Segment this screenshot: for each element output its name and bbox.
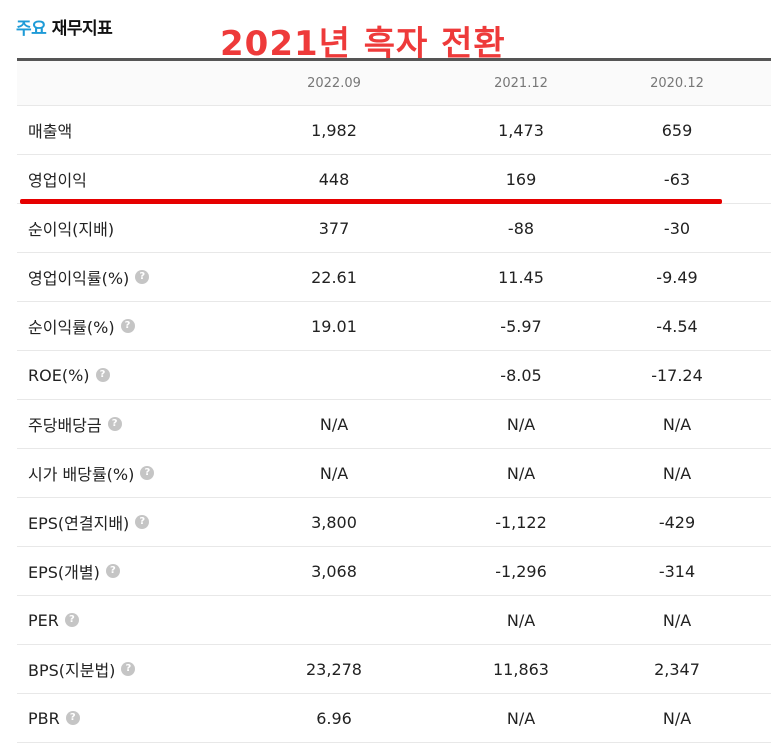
row-label: PER? [28, 611, 79, 630]
table-cell: 11,863 [493, 659, 549, 679]
table-row: EPS(연결지배)? 3,800 -1,122 -429 [17, 498, 771, 547]
table-cell: 659 [661, 120, 693, 140]
column-header: 2022.09 [307, 75, 361, 91]
row-label-text: 영업이익률(%) [28, 269, 130, 288]
row-label-text: EPS(개별) [28, 563, 100, 582]
table-cell: 377 [318, 218, 350, 238]
table-cell: -8.05 [500, 365, 542, 385]
table-cell: N/A [662, 414, 692, 434]
row-label-text: 순이익(지배) [28, 220, 115, 239]
table-cell: 11.45 [498, 267, 544, 287]
financial-indicators-table: 2022.09 2021.12 2020.12 매출액 1,982 1,473 659… [17, 58, 771, 743]
table-row: 주당배당금? N/A N/A N/A [17, 400, 771, 449]
table-row: PBR? 6.96 N/A N/A [17, 694, 771, 743]
question-circle-icon[interactable]: ? [120, 319, 135, 333]
table-cell: 169 [505, 169, 537, 189]
row-label: EPS(연결지배)? [28, 510, 150, 534]
row-label: ROE(%)? [28, 366, 110, 385]
table-row: 영업이익 448 169 -63 [17, 155, 771, 204]
table-row: 매출액 1,982 1,473 659 [17, 106, 771, 155]
section-title: 주요 재무지표 [16, 14, 113, 39]
question-circle-icon[interactable]: ? [140, 466, 155, 480]
row-label-text: BPS(지분법) [28, 661, 116, 680]
table-cell: 6.96 [316, 708, 352, 728]
column-header: 2020.12 [650, 75, 704, 91]
table-row: PER? N/A N/A [17, 596, 771, 645]
row-label: PBR? [28, 709, 80, 728]
table-cell: -30 [663, 218, 691, 238]
row-label: 매출액 [28, 118, 72, 142]
question-circle-icon[interactable]: ? [65, 711, 80, 725]
table-cell: N/A [506, 414, 536, 434]
row-label-text: 영업이익 [28, 171, 87, 190]
question-circle-icon[interactable]: ? [64, 613, 79, 627]
table-row: 순이익률(%)? 19.01 -5.97 -4.54 [17, 302, 771, 351]
table-cell: -314 [658, 561, 696, 581]
row-label: 영업이익률(%)? [28, 265, 150, 289]
table-cell: -5.97 [500, 316, 542, 336]
row-label-text: PBR [28, 708, 60, 728]
table-cell: -88 [507, 218, 535, 238]
table-cell: N/A [506, 610, 536, 630]
table-row: ROE(%)? -8.05 -17.24 [17, 351, 771, 400]
table-cell: 22.61 [311, 267, 357, 287]
table-cell: -1,122 [495, 512, 547, 532]
table-cell: 3,068 [311, 561, 357, 581]
table-cell: N/A [319, 414, 349, 434]
row-label-text: 순이익률(%) [28, 318, 115, 337]
table-cell: N/A [662, 610, 692, 630]
table-cell: 1,982 [311, 120, 357, 140]
table-cell: -17.24 [651, 365, 703, 385]
row-label: 순이익(지배) [28, 216, 114, 240]
table-row: 영업이익률(%)? 22.61 11.45 -9.49 [17, 253, 771, 302]
row-label-text: ROE(%) [28, 365, 90, 385]
row-label: 영업이익 [28, 167, 87, 191]
row-label-text: 매출액 [28, 122, 73, 141]
question-circle-icon[interactable]: ? [135, 270, 150, 284]
question-circle-icon[interactable]: ? [135, 515, 150, 529]
table-cell: 3,800 [311, 512, 357, 532]
row-label: 시가 배당률(%)? [28, 461, 155, 485]
row-label-text: EPS(연결지배) [28, 514, 130, 533]
question-circle-icon[interactable]: ? [95, 368, 110, 382]
row-label: BPS(지분법)? [28, 657, 136, 681]
table-cell: -63 [663, 169, 691, 189]
table-cell: 23,278 [306, 659, 362, 679]
table-row: BPS(지분법)? 23,278 11,863 2,347 [17, 645, 771, 694]
section-title-accent: 주요 [16, 19, 47, 39]
row-label-text: 시가 배당률(%) [28, 465, 135, 484]
table-cell: -4.54 [656, 316, 698, 336]
question-circle-icon[interactable]: ? [121, 662, 136, 676]
table-cell: 1,473 [498, 120, 544, 140]
table-cell: 448 [318, 169, 350, 189]
table-cell: N/A [506, 463, 536, 483]
table-cell: -9.49 [656, 267, 698, 287]
table-top-border [17, 58, 771, 61]
row-label: EPS(개별)? [28, 559, 120, 583]
row-label-text: 주당배당금 [28, 416, 102, 435]
table-cell: N/A [662, 463, 692, 483]
table-cell: -1,296 [495, 561, 547, 581]
row-label: 주당배당금? [28, 412, 122, 436]
handwritten-annotation: 2021년 흑자 전환 [220, 24, 506, 64]
row-label-text: PER [28, 610, 59, 630]
table-row: 순이익(지배) 377 -88 -30 [17, 204, 771, 253]
section-title-text: 재무지표 [51, 19, 113, 39]
table-cell: 19.01 [311, 316, 357, 336]
table-header-row: 2022.09 2021.12 2020.12 [17, 61, 771, 106]
column-header: 2021.12 [494, 75, 548, 91]
table-row: EPS(개별)? 3,068 -1,296 -314 [17, 547, 771, 596]
highlight-underline [20, 199, 722, 204]
table-cell: 2,347 [654, 659, 700, 679]
row-label: 순이익률(%)? [28, 314, 135, 338]
question-circle-icon[interactable]: ? [107, 417, 122, 431]
table-cell: N/A [506, 708, 536, 728]
table-cell: N/A [319, 463, 349, 483]
table-row: 시가 배당률(%)? N/A N/A N/A [17, 449, 771, 498]
table-cell: N/A [662, 708, 692, 728]
question-circle-icon[interactable]: ? [105, 564, 120, 578]
table-cell: -429 [658, 512, 696, 532]
